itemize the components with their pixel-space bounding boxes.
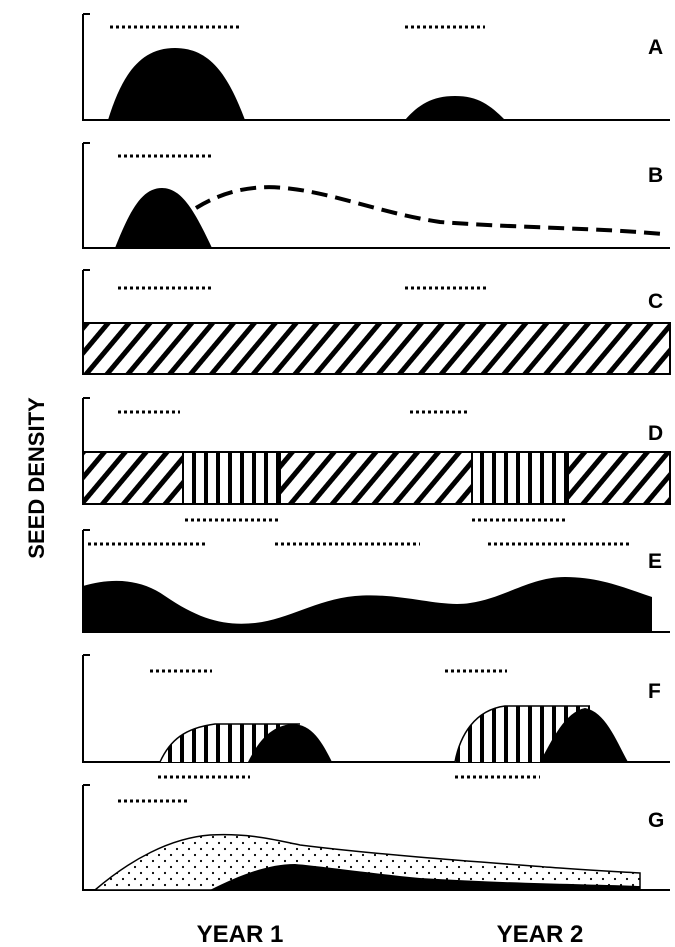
panel-c: C xyxy=(82,269,671,375)
panel-e: E xyxy=(82,529,670,633)
panel-d-band-diag-1 xyxy=(83,452,183,504)
panel-b-dashed-curve xyxy=(194,185,663,236)
panel-d-band-vert-2 xyxy=(472,452,568,504)
y-axis-title: SEED DENSITY xyxy=(24,397,49,559)
panel-d-band-outline xyxy=(82,451,671,505)
panel-a-label: A xyxy=(648,36,663,59)
panel-d-band-diag-3 xyxy=(568,452,670,504)
panel-f-peak-2 xyxy=(540,708,628,762)
panel-c-label: C xyxy=(648,290,663,313)
x-label-year-1: YEAR 1 xyxy=(197,921,284,947)
panel-b-peak xyxy=(115,188,212,248)
panel-f: F xyxy=(82,654,670,779)
panel-f-peak-1 xyxy=(248,724,332,762)
panel-a: A xyxy=(82,13,670,121)
panel-f-label: F xyxy=(648,680,661,703)
panel-e-wave xyxy=(83,577,652,632)
panel-d-band-diag-2 xyxy=(280,452,472,504)
panel-b-label: B xyxy=(648,164,663,187)
panel-g: G xyxy=(82,784,670,891)
panel-d: D xyxy=(82,397,671,522)
panel-g-dotted-area xyxy=(92,833,641,891)
x-label-year-2: YEAR 2 xyxy=(497,921,584,947)
panel-c-hatched-band xyxy=(82,322,671,375)
panel-b: B xyxy=(82,142,670,249)
panel-e-label: E xyxy=(648,550,662,573)
panel-a-peak-1 xyxy=(108,48,245,120)
panel-a-peak-2 xyxy=(405,96,505,120)
panel-d-label: D xyxy=(648,422,663,445)
panel-b-axis xyxy=(82,143,670,249)
panel-g-solid-area xyxy=(210,864,640,890)
panel-g-label: G xyxy=(648,809,664,832)
panel-d-band-vert-1 xyxy=(183,452,280,504)
